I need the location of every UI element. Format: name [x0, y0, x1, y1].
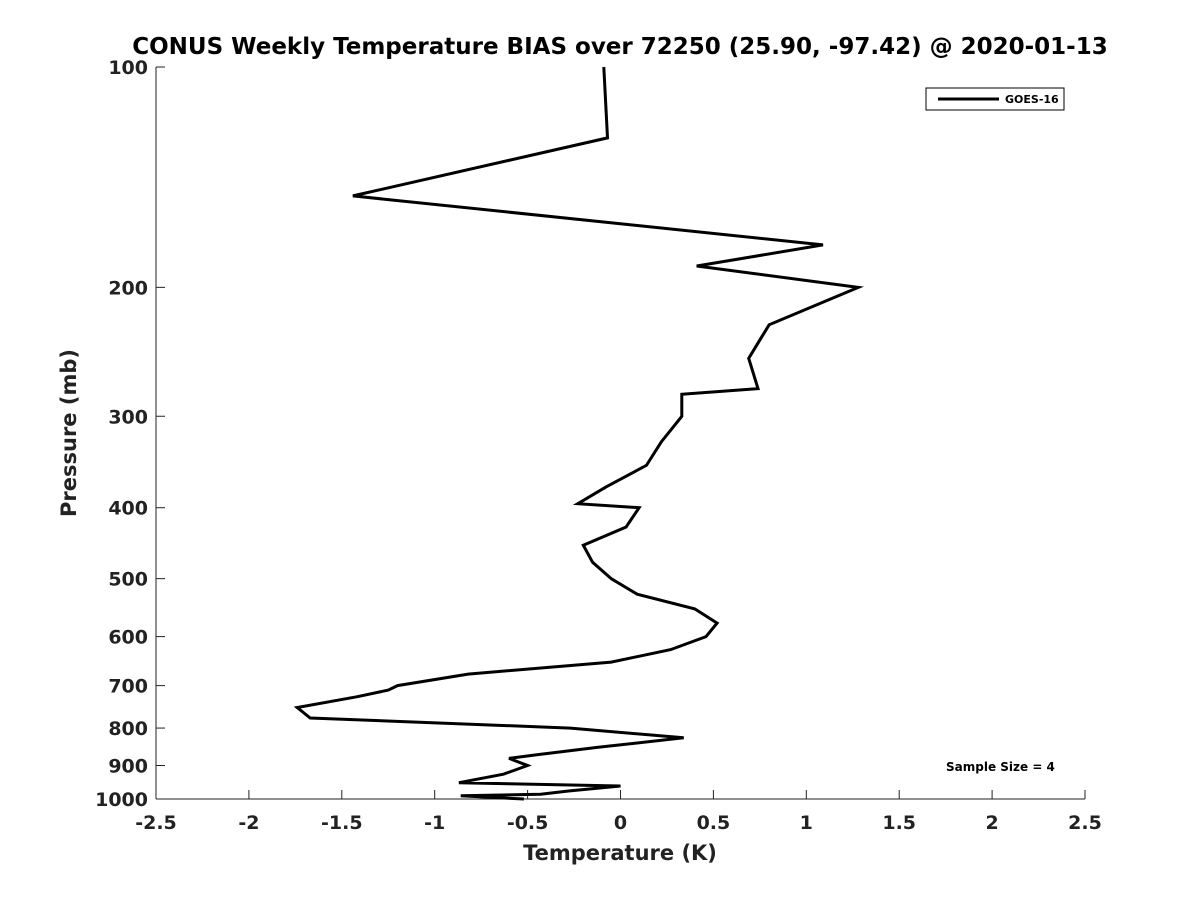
y-tick-label: 300: [108, 406, 148, 428]
x-tick-label: -2.5: [135, 812, 177, 834]
y-tick-label: 200: [108, 277, 148, 299]
series-layer: [293, 66, 864, 801]
x-tick-label: 2.5: [1068, 812, 1102, 834]
x-tick-label: 0: [614, 812, 627, 834]
x-tick-label: 2: [985, 812, 998, 834]
y-tick-label: 800: [108, 718, 148, 740]
series-line-goes-16: [293, 66, 864, 801]
y-axis-ticks: 100 200 300 400 500 600 700 800 900 1000: [95, 57, 165, 811]
y-tick-label: 1000: [95, 789, 148, 811]
y-tick-label: 600: [108, 627, 148, 649]
x-tick-label: 1: [800, 812, 813, 834]
y-tick-label: 700: [108, 676, 148, 698]
sample-size-annotation: Sample Size = 4: [946, 760, 1055, 774]
chart-title: CONUS Weekly Temperature BIAS over 72250…: [132, 34, 1107, 60]
y-axis-label: Pressure (mb): [57, 349, 81, 517]
x-tick-label: 1.5: [882, 812, 916, 834]
x-tick-label: 0.5: [697, 812, 731, 834]
y-tick-label: 500: [108, 569, 148, 591]
x-axis-label: Temperature (K): [523, 841, 717, 865]
x-tick-label: -0.5: [507, 812, 549, 834]
x-tick-label: -1: [424, 812, 445, 834]
x-axis-ticks: -2.5 -2 -1.5 -1 -0.5 0 0.5 1 1.5 2 2.5: [135, 790, 1102, 834]
y-tick-label: 100: [108, 57, 148, 79]
x-tick-label: -2: [238, 812, 259, 834]
x-tick-label: -1.5: [321, 812, 363, 834]
y-tick-label: 400: [108, 498, 148, 520]
legend: GOES-16: [925, 87, 1065, 111]
plot-area: [156, 67, 1085, 799]
y-tick-label: 900: [108, 756, 148, 778]
legend-label: GOES-16: [1005, 93, 1059, 106]
